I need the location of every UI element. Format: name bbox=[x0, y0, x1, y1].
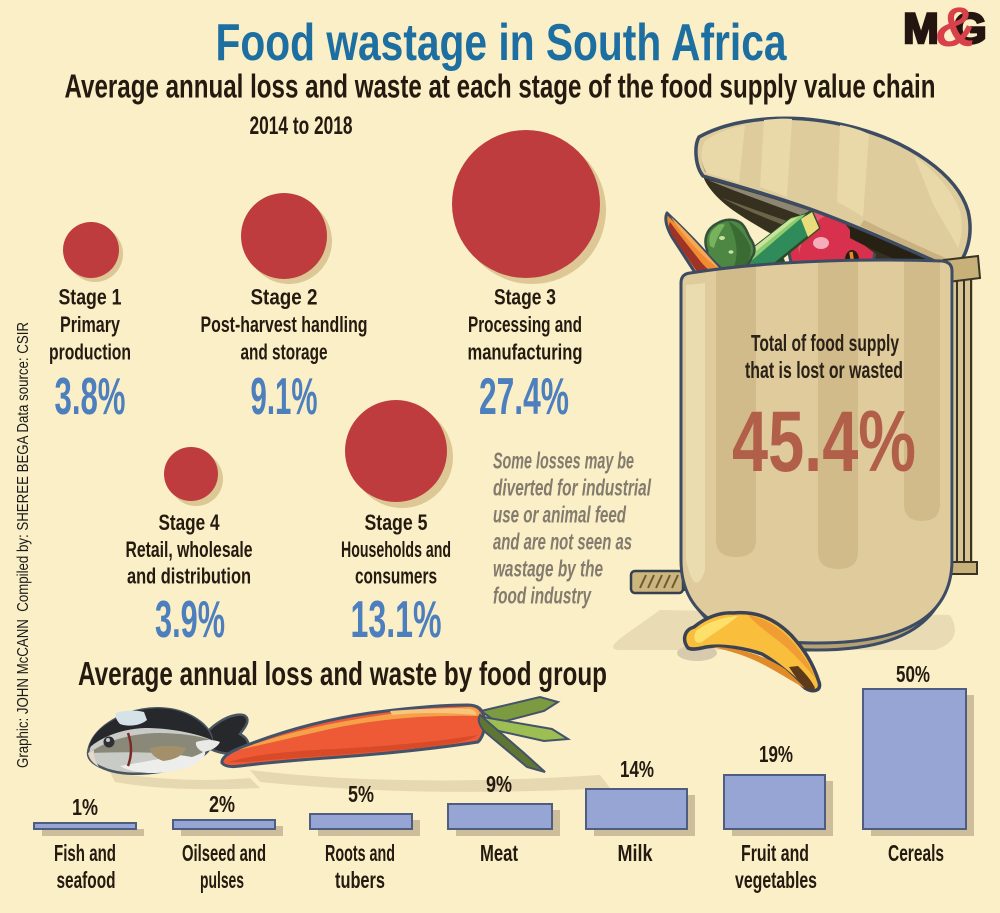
svg-text:Stage 4: Stage 4 bbox=[159, 510, 221, 535]
svg-text:Total of food supply: Total of food supply bbox=[751, 330, 899, 356]
svg-text:Post-harvest handling: Post-harvest handling bbox=[201, 312, 368, 337]
svg-text:Graphic: JOHN McCANN Compiled: Graphic: JOHN McCANN Compiled by: SHEREE… bbox=[15, 322, 32, 768]
svg-text:&: & bbox=[936, 0, 976, 58]
svg-text:Households and: Households and bbox=[341, 537, 451, 562]
svg-text:G: G bbox=[953, 6, 986, 53]
svg-text:13.1%: 13.1% bbox=[351, 591, 442, 649]
svg-text:2%: 2% bbox=[209, 791, 235, 817]
svg-text:tubers: tubers bbox=[335, 867, 385, 893]
svg-text:14%: 14% bbox=[620, 756, 654, 782]
svg-text:Roots and: Roots and bbox=[325, 840, 395, 866]
svg-text:Meat: Meat bbox=[480, 840, 518, 866]
svg-text:3.9%: 3.9% bbox=[155, 591, 225, 649]
svg-text:seafood: seafood bbox=[57, 867, 116, 893]
svg-text:diverted for industrial: diverted for industrial bbox=[493, 475, 651, 501]
svg-text:3.8%: 3.8% bbox=[55, 368, 126, 426]
svg-text:Stage 3: Stage 3 bbox=[494, 285, 556, 310]
svg-text:Primary: Primary bbox=[60, 312, 121, 337]
svg-text:Average annual loss and waste: Average annual loss and waste at each st… bbox=[65, 68, 936, 105]
svg-text:and storage: and storage bbox=[241, 340, 328, 365]
svg-text:19%: 19% bbox=[759, 741, 793, 767]
svg-text:food industry: food industry bbox=[493, 583, 592, 609]
svg-text:Milk: Milk bbox=[618, 840, 653, 866]
svg-text:Stage 2: Stage 2 bbox=[251, 285, 318, 310]
svg-text:Some losses may be: Some losses may be bbox=[493, 448, 634, 474]
svg-text:and distribution: and distribution bbox=[127, 564, 251, 589]
svg-text:27.4%: 27.4% bbox=[479, 368, 569, 426]
svg-text:Fish and: Fish and bbox=[54, 840, 116, 866]
svg-text:pulses: pulses bbox=[200, 867, 244, 893]
svg-text:Oilseed and: Oilseed and bbox=[182, 840, 266, 866]
svg-text:M: M bbox=[903, 6, 938, 53]
svg-text:Retail, wholesale: Retail, wholesale bbox=[126, 537, 253, 562]
svg-text:45.4%: 45.4% bbox=[732, 394, 916, 490]
svg-text:production: production bbox=[49, 340, 131, 365]
svg-text:vegetables: vegetables bbox=[735, 867, 817, 893]
svg-text:wastage by the: wastage by the bbox=[493, 556, 603, 582]
svg-text:50%: 50% bbox=[896, 661, 930, 687]
svg-text:1%: 1% bbox=[72, 794, 98, 820]
svg-text:9%: 9% bbox=[486, 771, 512, 797]
svg-text:Processing and: Processing and bbox=[468, 312, 582, 337]
svg-text:that is lost or wasted: that is lost or wasted bbox=[745, 357, 903, 383]
svg-text:Stage 1: Stage 1 bbox=[59, 285, 122, 310]
svg-text:Average annual loss and waste: Average annual loss and waste by food gr… bbox=[78, 655, 607, 692]
svg-text:2014 to 2018: 2014 to 2018 bbox=[250, 112, 353, 140]
svg-text:and are not seen as: and are not seen as bbox=[493, 529, 632, 555]
svg-text:use or animal feed: use or animal feed bbox=[493, 502, 627, 528]
svg-text:9.1%: 9.1% bbox=[251, 368, 318, 426]
svg-text:Cereals: Cereals bbox=[888, 840, 944, 866]
svg-text:Stage 5: Stage 5 bbox=[365, 510, 428, 535]
svg-text:consumers: consumers bbox=[355, 564, 437, 589]
svg-text:5%: 5% bbox=[348, 781, 374, 807]
svg-text:Fruit and: Fruit and bbox=[741, 840, 809, 866]
svg-text:Food wastage in South Africa: Food wastage in South Africa bbox=[216, 14, 788, 72]
svg-text:manufacturing: manufacturing bbox=[468, 340, 583, 365]
